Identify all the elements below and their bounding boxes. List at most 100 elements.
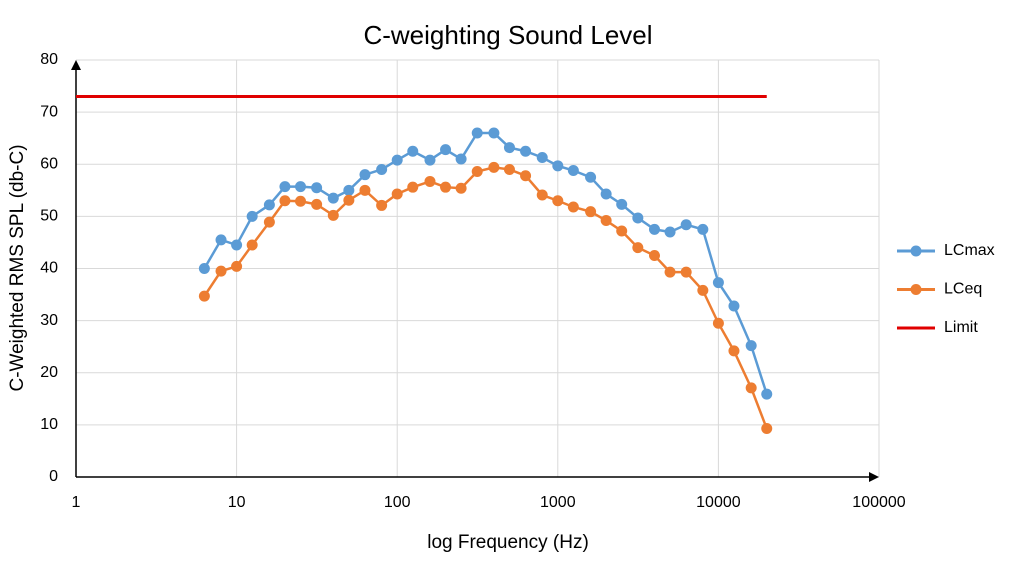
data-point [440,144,452,156]
y-tick-label: 10 [40,416,58,433]
data-point [536,151,548,163]
data-point [503,142,515,154]
data-point [567,165,579,177]
data-point [761,423,773,435]
data-point [343,184,355,196]
x-tick-label: 10 [228,494,246,511]
data-point [407,145,419,157]
data-point [295,195,307,207]
data-point [503,163,515,175]
data-point [664,226,676,238]
data-point [246,210,258,222]
y-tick-label: 0 [49,468,58,485]
legend-marker [910,284,922,295]
data-point [585,206,597,218]
data-point [215,234,227,246]
data-point [488,127,500,139]
data-point [327,192,339,204]
data-point [520,145,532,157]
y-axis-arrow [71,60,81,70]
legend-label: Limit [944,319,978,336]
data-point [263,199,275,211]
y-tick-label: 20 [40,364,58,381]
data-point [359,184,371,196]
x-tick-label: 1000 [540,494,576,511]
data-point [616,225,628,237]
data-point [712,317,724,329]
legend-label: LCmax [944,242,995,259]
data-point [263,216,275,228]
data-point [359,169,371,181]
series-line [203,131,768,395]
data-point [424,175,436,187]
data-point [198,263,210,274]
data-point [585,171,597,183]
data-point [745,340,757,352]
chart-title: C-weighting Sound Level [363,20,652,50]
data-point [471,166,483,178]
data-point [600,188,612,200]
y-tick-label: 50 [40,208,58,225]
x-tick-label: 100 [384,494,411,511]
data-point [279,195,291,207]
data-point [391,188,403,200]
data-point [552,160,564,172]
data-point [311,198,323,210]
y-tick-label: 30 [40,312,58,329]
y-tick-label: 70 [40,103,58,120]
data-point [567,201,579,213]
series-line [203,166,768,429]
data-point [376,199,388,211]
data-point [552,195,564,207]
data-point [246,239,258,251]
data-point [680,219,692,231]
data-point [295,181,307,193]
data-point [697,284,709,296]
data-point [616,198,628,210]
legend-marker [910,245,922,257]
data-point [279,181,291,193]
data-point [424,154,436,166]
data-point [455,182,467,194]
data-point [488,161,500,173]
data-point [455,153,467,165]
data-point [376,163,388,175]
y-tick-label: 40 [40,260,58,277]
data-point [745,382,757,394]
data-point [520,170,532,182]
data-point [536,189,548,201]
data-point [728,300,740,312]
data-point [664,266,676,278]
data-point [761,388,773,400]
data-point [648,223,660,235]
y-tick-label: 80 [40,51,58,68]
x-tick-label: 100000 [852,494,905,511]
data-point [728,345,740,357]
data-point [440,181,452,193]
data-point [391,154,403,166]
data-point [632,242,644,254]
x-axis-label: log Frequency (Hz) [427,532,589,553]
x-tick-label: 10000 [696,494,741,511]
data-point [712,277,724,289]
data-point [471,127,483,139]
y-axis-label: C-Weighted RMS SPL (db-C) [7,144,28,391]
data-point [680,266,692,278]
data-point [231,239,243,251]
y-tick-label: 60 [40,155,58,172]
data-point [600,215,612,227]
data-point [215,265,227,277]
data-point [198,290,210,302]
data-point [697,223,709,235]
data-point [327,209,339,221]
legend-label: LCeq [944,281,982,298]
data-point [648,249,660,261]
data-point [311,182,323,194]
x-tick-label: 1 [72,494,81,511]
x-axis-arrow [869,472,879,482]
data-point [632,212,644,224]
data-point [231,260,243,272]
data-point [343,194,355,206]
data-point [407,181,419,193]
